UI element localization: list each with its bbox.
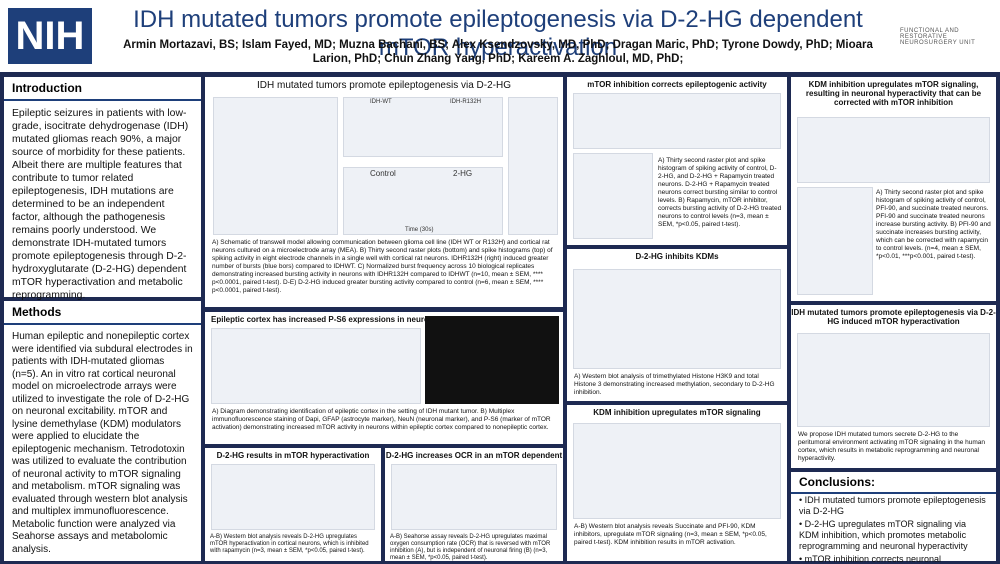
conclusion-list: • IDH mutated tumors promote epileptogen… <box>791 494 996 564</box>
caption: A-B) Seahorse assay reveals D-2-HG upreg… <box>390 534 551 561</box>
caption: A-B) Western blot analysis reveals D-2-H… <box>210 534 369 554</box>
section-heading: Conclusions: <box>791 472 996 494</box>
header: NIH IDH mutated tumors promote epileptog… <box>0 0 1000 72</box>
figure-label: 2-HG <box>453 169 473 178</box>
panel: D-2-HG results in mTOR hyperactivation A… <box>205 448 381 561</box>
conclusion-item: • mTOR inhibition corrects neuronal hype… <box>799 554 942 564</box>
figure <box>211 328 421 404</box>
figure <box>508 97 558 235</box>
section-heading: Methods <box>4 301 201 325</box>
methods: Methods Human epileptic and nonepileptic… <box>4 301 201 561</box>
conclusion-item: • D-2-HG upregulates mTOR signaling via … <box>799 519 968 551</box>
panel: IDH mutated tumors promote epileptogenes… <box>205 77 563 307</box>
section-body: Human epileptic and nonepileptic cortex … <box>12 331 193 555</box>
panel-title: mTOR inhibition corrects epileptogenic a… <box>587 80 767 89</box>
figure <box>573 93 781 149</box>
figure <box>391 464 557 530</box>
figure <box>797 117 990 183</box>
figure <box>211 464 375 530</box>
conclusion-item: • IDH mutated tumors promote epileptogen… <box>799 495 986 516</box>
figure <box>797 187 873 295</box>
caption: We propose IDH mutated tumors secrete D-… <box>798 431 986 462</box>
panel: D-2-HG increases OCR in an mTOR dependen… <box>385 448 563 561</box>
caption: A-B) Western blot analysis reveals Succi… <box>574 523 767 546</box>
figure-label: Time (30s) <box>405 227 434 233</box>
figure-label: IDH-WT <box>370 99 392 105</box>
figure <box>573 423 781 519</box>
panel-title: Epileptic cortex has increased P-S6 expr… <box>211 315 439 324</box>
unit-name: FUNCTIONAL AND RESTORATIVE NEUROSURGERY … <box>900 28 976 46</box>
poster-title: IDH mutated tumors promote epileptogenes… <box>133 6 863 61</box>
caption: A) Thirty second raster plot and spike h… <box>876 189 991 260</box>
figure <box>425 316 559 404</box>
panel: Epileptic cortex has increased P-S6 expr… <box>205 312 563 444</box>
figure <box>213 97 338 235</box>
authors: Armin Mortazavi, BS; Islam Fayed, MD; Mu… <box>123 39 873 65</box>
panel-title: D-2-HG results in mTOR hyperactivation <box>216 451 370 460</box>
figure <box>797 333 990 427</box>
caption: A) Thirty second raster plot and spike h… <box>658 157 782 228</box>
section-body: Epileptic seizures in patients with low-… <box>12 108 189 301</box>
introduction: Introduction Epileptic seizures in patie… <box>4 77 201 301</box>
figure <box>343 97 503 157</box>
panel-title: IDH mutated tumors promote epileptogenes… <box>791 308 996 326</box>
panel: KDM inhibition upregulates mTOR signalin… <box>567 405 787 561</box>
panel-title: D-2-HG inhibits KDMs <box>635 252 719 261</box>
panel: mTOR inhibition corrects epileptogenic a… <box>567 77 787 245</box>
logo: NIH <box>8 8 92 64</box>
panel-title: IDH mutated tumors promote epileptogenes… <box>257 80 511 91</box>
panel: D-2-HG inhibits KDMs A) Western blot ana… <box>567 249 787 401</box>
caption: A) Diagram demonstrating identification … <box>212 408 551 431</box>
figure-label: IDH-R132H <box>450 99 482 105</box>
conclusions: Conclusions: • IDH mutated tumors promot… <box>791 472 996 564</box>
section-heading: Introduction <box>4 77 201 101</box>
panel-title: D-2-HG increases OCR in an mTOR dependen… <box>385 451 563 460</box>
caption: A) Schematic of transwell model allowing… <box>212 239 553 294</box>
panel-title: KDM inhibition upregulates mTOR signalin… <box>593 408 761 417</box>
panel: KDM inhibition upregulates mTOR signalin… <box>791 77 996 301</box>
figure <box>573 269 781 369</box>
caption: A) Western blot analysis of trimethylate… <box>574 373 775 396</box>
figure-label: Control <box>370 169 396 178</box>
panel-title: KDM inhibition upregulates mTOR signalin… <box>805 80 982 107</box>
figure <box>573 153 653 239</box>
panel: IDH mutated tumors promote epileptogenes… <box>791 305 996 468</box>
figure <box>343 167 503 235</box>
